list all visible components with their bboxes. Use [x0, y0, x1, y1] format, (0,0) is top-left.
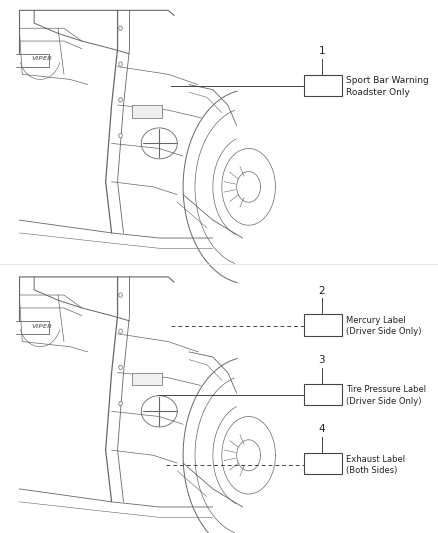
Bar: [304, 384, 342, 405]
Circle shape: [119, 329, 122, 333]
Text: 3: 3: [318, 355, 325, 365]
Text: 2: 2: [318, 286, 325, 296]
Text: Tire Pressure Label
(Driver Side Only): Tire Pressure Label (Driver Side Only): [346, 385, 426, 406]
Circle shape: [119, 293, 122, 297]
Text: Sport Bar Warning
Roadster Only: Sport Bar Warning Roadster Only: [346, 76, 429, 96]
Bar: [304, 75, 342, 96]
Text: VIPER: VIPER: [31, 324, 52, 328]
Circle shape: [119, 26, 122, 30]
Circle shape: [119, 401, 122, 406]
Bar: [304, 453, 342, 474]
Text: Exhaust Label
(Both Sides): Exhaust Label (Both Sides): [346, 455, 405, 475]
Text: 1: 1: [318, 46, 325, 56]
Circle shape: [119, 134, 122, 138]
Text: Mercury Label
(Driver Side Only): Mercury Label (Driver Side Only): [346, 316, 421, 336]
FancyBboxPatch shape: [132, 373, 162, 385]
FancyBboxPatch shape: [132, 105, 162, 118]
Text: VIPER: VIPER: [31, 56, 52, 61]
Text: 4: 4: [318, 424, 325, 434]
Circle shape: [119, 365, 122, 369]
Bar: [304, 314, 342, 336]
Circle shape: [119, 98, 122, 102]
Circle shape: [119, 62, 122, 66]
